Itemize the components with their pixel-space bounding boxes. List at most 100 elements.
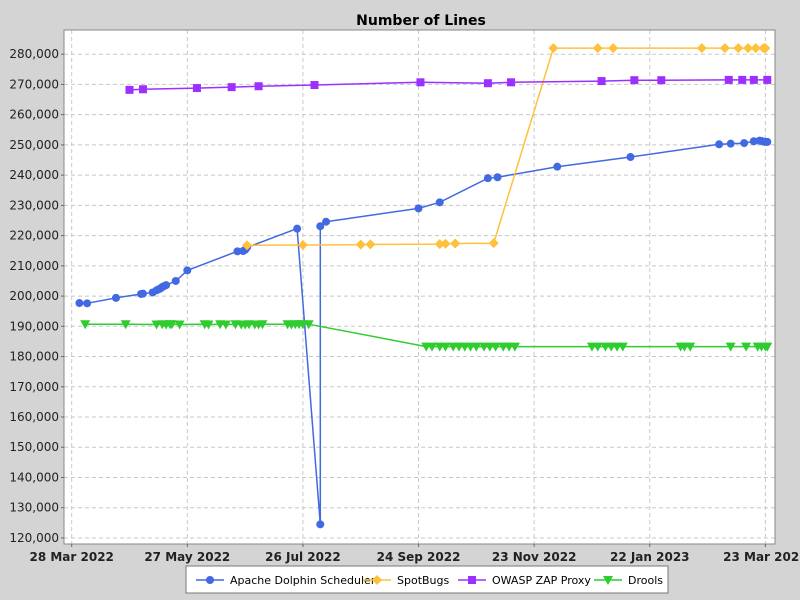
apache-dolphin-scheduler-point bbox=[183, 266, 192, 275]
drools-point bbox=[592, 342, 603, 352]
y-tick-label: 200,000 bbox=[9, 289, 59, 303]
apache-dolphin-scheduler-point bbox=[763, 137, 772, 146]
spotbugs-point bbox=[743, 43, 754, 54]
drools-point bbox=[257, 320, 268, 330]
spotbugs-point bbox=[750, 43, 761, 54]
spotbugs-point bbox=[608, 43, 619, 54]
owasp-zap-proxy-point bbox=[254, 82, 263, 91]
series-owasp-zap-proxy bbox=[125, 75, 772, 94]
legend-label: Drools bbox=[628, 574, 663, 587]
apache-dolphin-scheduler-point bbox=[75, 299, 84, 308]
legend: Apache Dolphin Scheduler SpotBugs OWASP ZA… bbox=[185, 565, 669, 594]
apache-dolphin-scheduler-point bbox=[162, 281, 171, 290]
owasp-zap-proxy-point bbox=[724, 75, 733, 84]
apache-dolphin-scheduler-point bbox=[112, 293, 121, 302]
drools-point bbox=[741, 342, 752, 352]
apache-dolphin-scheduler-point bbox=[316, 520, 325, 529]
legend-entry-apache-dolphin-scheduler: Apache Dolphin Scheduler bbox=[196, 574, 376, 587]
spotbugs-point bbox=[733, 43, 744, 54]
apache-dolphin-scheduler-point bbox=[139, 289, 147, 298]
y-tick-label: 190,000 bbox=[9, 319, 59, 333]
apache-dolphin-scheduler-point bbox=[316, 222, 325, 231]
apache-dolphin-scheduler-point bbox=[726, 139, 735, 148]
series-drools bbox=[80, 320, 773, 352]
owasp-zap-proxy-point bbox=[630, 76, 639, 85]
x-tick-label: 28 Mar 2022 bbox=[29, 550, 113, 564]
owasp-zap-proxy-point bbox=[192, 84, 201, 93]
drools-point bbox=[725, 342, 736, 352]
owasp-zap-proxy-point bbox=[738, 75, 747, 84]
apache-dolphin-scheduler-point bbox=[435, 198, 444, 207]
spotbugs-point bbox=[696, 43, 707, 54]
plot-border bbox=[63, 29, 776, 545]
spotbugs-point bbox=[434, 239, 445, 250]
apache-dolphin-scheduler-point bbox=[749, 137, 758, 146]
apache-dolphin-scheduler-point bbox=[553, 162, 562, 171]
legend-marker bbox=[206, 576, 214, 584]
legend-box bbox=[185, 565, 669, 594]
drools-point bbox=[440, 342, 451, 352]
owasp-zap-proxy-point bbox=[597, 77, 606, 86]
owasp-zap-proxy-point bbox=[310, 81, 319, 90]
x-tick-label: 24 Sep 2022 bbox=[377, 550, 461, 564]
apache-dolphin-scheduler-point bbox=[293, 224, 302, 233]
legend-label: SpotBugs bbox=[397, 574, 450, 587]
grid-lines bbox=[64, 30, 775, 544]
chart-title: Number of Lines bbox=[356, 13, 486, 29]
spotbugs-point bbox=[440, 238, 451, 249]
y-tick-label: 150,000 bbox=[9, 440, 59, 454]
y-tick-label: 280,000 bbox=[9, 47, 59, 61]
apache-dolphin-scheduler-point bbox=[493, 173, 502, 182]
y-tick-label: 170,000 bbox=[9, 380, 59, 394]
drools-point bbox=[203, 320, 214, 330]
owasp-zap-proxy-point bbox=[483, 79, 492, 88]
owasp-zap-proxy-point bbox=[139, 85, 147, 94]
x-tick-label: 23 Mar 2023 bbox=[723, 550, 800, 564]
legend-entry-drools: Drools bbox=[594, 574, 663, 587]
y-tick-label: 220,000 bbox=[9, 229, 59, 243]
apache-dolphin-scheduler-point bbox=[171, 276, 180, 285]
y-axis: 120,000 130,000 140,000 150,000 160,000 170,0… bbox=[9, 47, 64, 545]
series-spotbugs bbox=[242, 43, 771, 251]
spotbugs-point bbox=[548, 43, 559, 54]
legend-entry-spotbugs: SpotBugs bbox=[363, 574, 450, 587]
x-tick-label: 27 May 2022 bbox=[144, 550, 230, 564]
spotbugs-point bbox=[592, 43, 603, 54]
apache-dolphin-scheduler-point bbox=[740, 139, 749, 148]
owasp-zap-proxy-point bbox=[227, 83, 236, 92]
x-axis: 28 Mar 2022 27 May 2022 26 Jul 2022 24 Sep … bbox=[29, 544, 800, 564]
apache-dolphin-scheduler-point bbox=[233, 247, 242, 256]
legend-marker bbox=[468, 576, 476, 584]
owasp-zap-proxy-point bbox=[507, 78, 516, 87]
owasp-zap-proxy-point bbox=[416, 78, 425, 87]
y-tick-label: 180,000 bbox=[9, 350, 59, 364]
y-tick-label: 160,000 bbox=[9, 410, 59, 424]
owasp-zap-proxy-point bbox=[749, 75, 758, 84]
drools-point bbox=[685, 342, 696, 352]
drools-point bbox=[762, 342, 773, 352]
drools-point bbox=[303, 320, 314, 330]
apache-dolphin-scheduler-point bbox=[626, 152, 635, 161]
legend-marker bbox=[372, 575, 382, 585]
y-tick-label: 140,000 bbox=[9, 470, 59, 484]
spotbugs-point bbox=[719, 43, 730, 54]
apache-dolphin-scheduler-point bbox=[83, 299, 92, 308]
y-tick-label: 210,000 bbox=[9, 259, 59, 273]
drools-point bbox=[490, 342, 501, 352]
y-tick-label: 250,000 bbox=[9, 138, 59, 152]
drools-point bbox=[471, 342, 482, 352]
owasp-zap-proxy-point bbox=[763, 75, 772, 84]
spotbugs-point bbox=[297, 239, 308, 250]
x-tick-label: 23 Nov 2022 bbox=[492, 550, 577, 564]
drools-point bbox=[220, 320, 231, 330]
spotbugs-point bbox=[355, 239, 366, 250]
legend-label: Apache Dolphin Scheduler bbox=[230, 574, 376, 587]
y-tick-label: 240,000 bbox=[9, 168, 59, 182]
y-tick-label: 260,000 bbox=[9, 108, 59, 122]
legend-marker bbox=[603, 576, 613, 585]
legend-label: OWASP ZAP Proxy bbox=[492, 574, 591, 587]
drools-point bbox=[617, 342, 628, 352]
spotbugs-point bbox=[365, 239, 376, 250]
spotbugs-point bbox=[488, 238, 499, 249]
